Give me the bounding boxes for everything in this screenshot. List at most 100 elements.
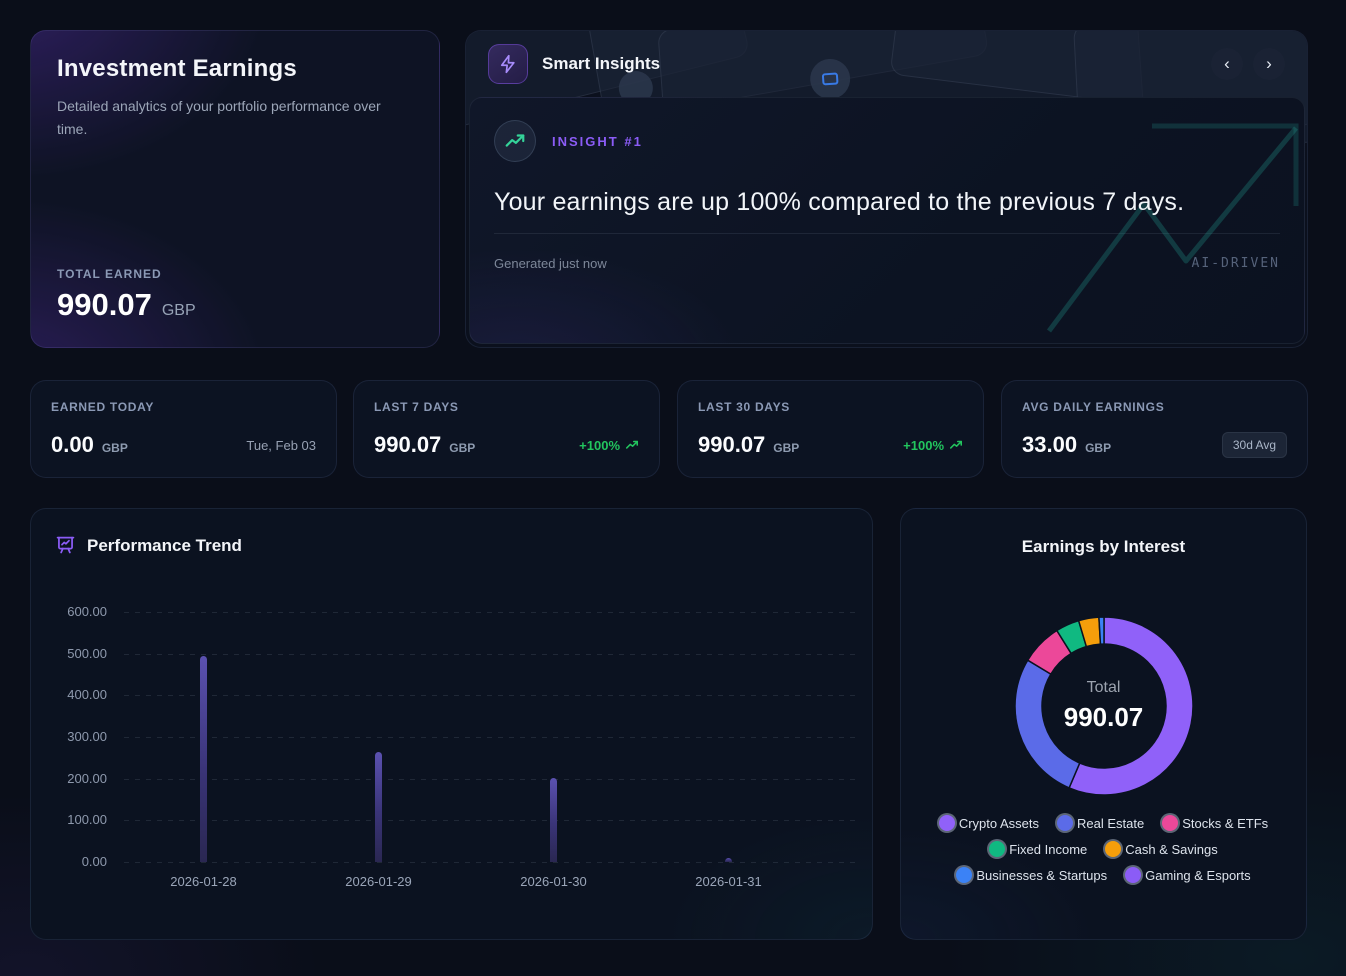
stat-value: 33.00 — [1022, 432, 1078, 457]
gridline — [124, 778, 856, 780]
legend-item[interactable]: Gaming & Esports — [1125, 867, 1251, 883]
y-tick-label: 0.00 — [81, 854, 107, 869]
legend-label: Stocks & ETFs — [1182, 815, 1269, 831]
gridline — [124, 653, 856, 655]
trending-up-icon — [625, 440, 639, 449]
legend-item[interactable]: Cash & Savings — [1105, 841, 1218, 857]
total-earned-label: TOTAL EARNED — [57, 267, 162, 281]
stat-card-last-30-days: LAST 30 DAYS 990.07 GBP +100% — [677, 380, 984, 478]
ai-driven-tag: AI-DRIVEN — [1191, 256, 1280, 271]
total-earned-block: TOTAL EARNED 990.07 GBP — [57, 267, 413, 323]
trending-up-icon — [505, 134, 525, 147]
earnings-by-interest-card: Earnings by Interest Total 990.07 Crypto… — [900, 508, 1307, 940]
donut-rings — [1013, 616, 1194, 796]
stat-label: LAST 7 DAYS — [374, 400, 459, 414]
bar — [725, 857, 732, 862]
donut-chart: Total 990.07 — [1009, 611, 1199, 801]
legend-label: Real Estate — [1077, 815, 1145, 831]
divider — [494, 233, 1280, 234]
x-tick-label: 2026-01-30 — [520, 874, 587, 889]
x-tick-label: 2026-01-28 — [170, 874, 237, 889]
insight-number-badge: INSIGHT #1 — [552, 133, 643, 149]
stat-avg-badge: 30d Avg — [1221, 432, 1287, 458]
stat-card-avg-daily: AVG DAILY EARNINGS 33.00 GBP 30d Avg — [1001, 380, 1308, 478]
legend-color-dot — [989, 841, 1006, 857]
y-tick-label: 500.00 — [67, 645, 107, 661]
donut-total-value: 990.07 — [1063, 702, 1144, 732]
stat-trend-value: +100% — [903, 437, 944, 453]
y-tick-label: 300.00 — [67, 729, 107, 744]
trending-up-icon — [949, 440, 963, 449]
legend-item[interactable]: Stocks & ETFs — [1162, 815, 1268, 831]
y-tick-label: 200.00 — [67, 770, 107, 786]
performance-trend-card: Performance Trend 0.00 100.00 200.00 300.00… — [30, 508, 873, 940]
donut-segment — [1067, 616, 1194, 796]
insight-panel: INSIGHT #1 Your earnings are up 100% com… — [469, 97, 1305, 344]
legend-item[interactable]: Fixed Income — [989, 841, 1087, 857]
legend-item[interactable]: Crypto Assets — [938, 815, 1039, 831]
total-earned-value: 990.07 — [57, 287, 152, 322]
legend-color-dot — [956, 867, 973, 883]
insight-headline: Your earnings are up 100% compared to th… — [494, 188, 1185, 216]
stat-currency: GBP — [1085, 441, 1112, 455]
legend-label: Gaming & Esports — [1145, 867, 1251, 883]
zap-icon — [500, 54, 515, 74]
performance-trend-title: Performance Trend — [87, 535, 242, 555]
bar — [375, 752, 382, 862]
gridline — [124, 862, 856, 863]
donut-total-label: Total — [1086, 679, 1121, 696]
donut-center: Total 990.07 — [1009, 611, 1199, 801]
next-insight-button[interactable]: › — [1253, 48, 1285, 80]
x-tick-label: 2026-01-31 — [695, 874, 762, 889]
stat-label: AVG DAILY EARNINGS — [1022, 400, 1165, 414]
presentation-chart-icon — [56, 536, 75, 554]
stat-currency: GBP — [773, 441, 800, 455]
legend-label: Businesses & Startups — [976, 867, 1108, 883]
trend-decoration — [1046, 123, 1299, 333]
bar-chart-y-axis: 0.00 100.00 200.00 300.00 400.00 500.00 600.00 — [31, 604, 107, 869]
gridline — [124, 737, 856, 738]
legend-color-dot — [1057, 815, 1074, 831]
gridline — [124, 695, 856, 697]
legend-label: Fixed Income — [1009, 841, 1088, 857]
total-earned-currency: GBP — [161, 302, 196, 319]
prev-insight-button[interactable]: ‹ — [1211, 48, 1243, 80]
gridline — [124, 612, 856, 613]
stat-trend-badge: +100% — [903, 438, 963, 453]
bar — [550, 778, 557, 862]
smart-insights-title: Smart Insights — [542, 54, 661, 73]
bar-chart-plot: 2026-01-28 2026-01-29 2026-01-30 2026-01-31 — [116, 612, 856, 889]
donut-legend: Crypto Assets Real Estate Stocks & ETFs Fix… — [912, 815, 1296, 883]
stat-value: 990.07 — [374, 432, 442, 457]
stat-trend-badge: +100% — [579, 438, 639, 453]
stat-trend-value: +100% — [579, 437, 620, 453]
stat-value: 0.00 — [51, 432, 94, 457]
y-tick-label: 400.00 — [67, 687, 107, 703]
stat-card-earned-today: EARNED TODAY 0.00 GBP Tue, Feb 03 — [30, 380, 337, 478]
smart-insights-card: Smart Insights ‹ › INSIGHT #1 Your earni… — [465, 30, 1308, 348]
y-tick-label: 600.00 — [67, 604, 107, 619]
legend-color-dot — [1125, 867, 1142, 883]
bar — [200, 655, 207, 862]
legend-item[interactable]: Real Estate — [1057, 815, 1144, 831]
y-tick-label: 100.00 — [67, 812, 107, 828]
insight-generated-time: Generated just now — [494, 256, 607, 271]
investment-earnings-card: Investment Earnings Detailed analytics o… — [30, 30, 440, 348]
legend-color-dot — [1162, 815, 1179, 831]
stat-label: EARNED TODAY — [51, 400, 155, 414]
stat-date: Tue, Feb 03 — [246, 437, 316, 453]
stat-card-last-7-days: LAST 7 DAYS 990.07 GBP +100% — [353, 380, 660, 478]
smart-insights-icon-tile — [488, 44, 528, 84]
legend-item[interactable]: Businesses & Startups — [956, 867, 1107, 883]
legend-color-dot — [1105, 841, 1122, 857]
stat-currency: GBP — [101, 441, 128, 455]
insight-icon-circle — [494, 120, 536, 162]
stat-label: LAST 30 DAYS — [698, 400, 790, 414]
x-tick-label: 2026-01-29 — [345, 874, 412, 889]
page-title: Investment Earnings — [57, 55, 297, 82]
legend-color-dot — [938, 815, 955, 831]
stat-value: 990.07 — [698, 432, 766, 457]
gridline — [124, 820, 856, 822]
legend-label: Cash & Savings — [1125, 841, 1218, 857]
stat-currency: GBP — [449, 441, 476, 455]
